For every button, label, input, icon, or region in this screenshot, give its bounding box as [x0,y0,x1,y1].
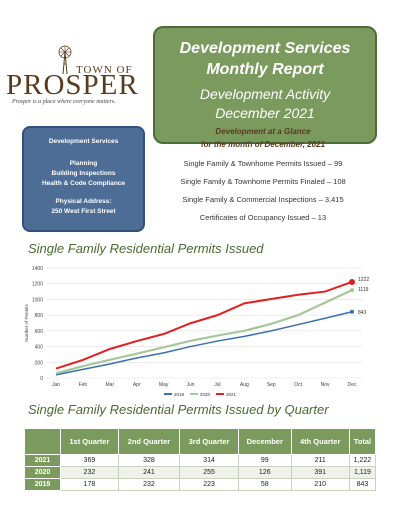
x-tick-label: Nov [321,382,330,388]
logo-tagline: Prosper is a place where everyone matter… [12,99,116,105]
x-tick-label: Jul [214,382,220,388]
table-cell: 314 [179,454,240,467]
glance-subheading: for the month of December, 2021 [200,140,326,149]
table-cell: 232 [60,466,119,479]
prosper-logo: TOWN OF PROSPER Prosper is a place where… [6,44,154,110]
legend-label: 2020 [200,392,211,397]
report-title: Development Services [179,40,351,57]
service-item: Building Inspections [51,170,116,177]
table-cell: 2020 [24,466,61,479]
series-end-point-2021 [349,278,355,285]
glance-item: Single Family & Commercial Inspections –… [182,195,344,204]
table-cell: 328 [117,454,181,467]
department-info-box: Development Services Planning Building I… [22,126,145,232]
permits-line-chart: 0 200 400 600 800 1000 1200 1400 Jan Feb Mar Apr May… [24,266,369,397]
table-cell: 99 [238,454,292,467]
x-tick-label: Sep [267,382,276,388]
table-cell: 223 [179,478,240,491]
table-cell: 843 [348,478,377,491]
x-tick-label: Apr [133,382,141,388]
x-tick-label: Feb [79,382,88,388]
windmill-icon [58,45,72,74]
y-tick-label: 0 [40,376,43,382]
table-cell: 1,119 [348,466,377,479]
service-item: Planning [69,160,98,167]
series-line-2020 [55,289,353,375]
department-heading: Development Services [48,138,119,145]
logo-prosper: PROSPER [6,69,139,101]
report-date: December 2021 [215,105,315,121]
x-tick-label: Dec [348,382,357,388]
y-tick-label: 1200 [32,282,43,288]
glance-item: Certificates of Occupancy Issued – 13 [199,213,327,222]
data-label: 1222 [358,277,369,283]
table-cell: 241 [117,466,181,479]
legend-label: 2019 [174,392,185,397]
report-title-box: Development Services Monthly Report Deve… [153,26,377,144]
glance-section: Development at a Glance for the month of… [163,125,363,223]
address-label: Physical Address: [55,198,112,205]
table-cell: 210 [290,478,350,491]
address-value: 250 West First Street [51,208,116,215]
table-cell: 255 [179,466,240,479]
glance-item: Single Family & Townhome Permits Finaled… [180,177,346,186]
series-line-2021 [55,281,353,370]
x-tick-label: Aug [240,382,249,388]
table-row: 2020 232 241 255 126 391 1,119 [24,466,377,479]
table-row: 2019 178 232 223 58 210 843 [24,478,377,491]
table-header-cell: 3rd Quarter [179,428,240,455]
table-row: 2021 369 328 314 99 211 1,222 [24,454,377,467]
table-cell: 2021 [24,454,61,467]
y-tick-label: 400 [35,345,44,351]
y-tick-label: 1000 [32,297,43,303]
table-cell: 178 [60,478,119,491]
permits-quarter-table: 1st Quarter 2nd Quarter 3rd Quarter Dece… [24,428,377,491]
table-header-cell: 1st Quarter [60,428,119,455]
glance-heading: Development at a Glance [215,127,311,136]
table-cell: 391 [290,466,350,479]
report-subtitle: Monthly Report [206,61,324,78]
data-label: 843 [358,310,367,316]
x-tick-label: Jan [52,382,60,388]
data-label: 1119 [358,287,369,293]
report-topic: Development Activity [199,86,331,102]
series-end-point-2020 [350,288,354,293]
y-tick-label: 1400 [32,266,43,272]
table-cell: 1,222 [348,454,377,467]
y-tick-label: 600 [35,329,44,335]
table-cell: 232 [117,478,181,491]
table-cell: 369 [60,454,119,467]
table-header-cell: Total [348,428,377,455]
permits-chart-title: Single Family Residential Permits Issued [28,241,264,256]
permits-table-title: Single Family Residential Permits Issued… [28,402,329,417]
service-item: Health & Code Compliance [41,180,126,187]
table-cell: 2019 [24,478,61,491]
table-cell: 126 [238,466,292,479]
series-end-point-2019 [350,309,354,314]
y-axis-label: Number of Permits [24,303,29,341]
table-header-cell [24,428,61,455]
table-header-cell: 2nd Quarter [117,428,181,455]
table-header-cell: December [238,428,292,455]
table-cell: 58 [238,478,292,491]
table-cell: 211 [290,454,350,467]
table-header-row: 1st Quarter 2nd Quarter 3rd Quarter Dece… [24,428,377,455]
y-tick-label: 200 [35,360,44,366]
glance-item: Single Family & Townhome Permits Issued … [183,159,343,168]
x-tick-label: Mar [106,382,115,388]
series-line-2019 [55,311,353,376]
x-tick-label: Oct [294,382,302,388]
x-tick-label: May [159,382,169,388]
logo-town-of: TOWN OF [76,64,133,76]
table-header-cell: 4th Quarter [290,428,350,455]
x-tick-label: Jun [187,382,195,388]
legend-label: 2021 [226,392,237,397]
y-tick-label: 800 [35,313,44,319]
